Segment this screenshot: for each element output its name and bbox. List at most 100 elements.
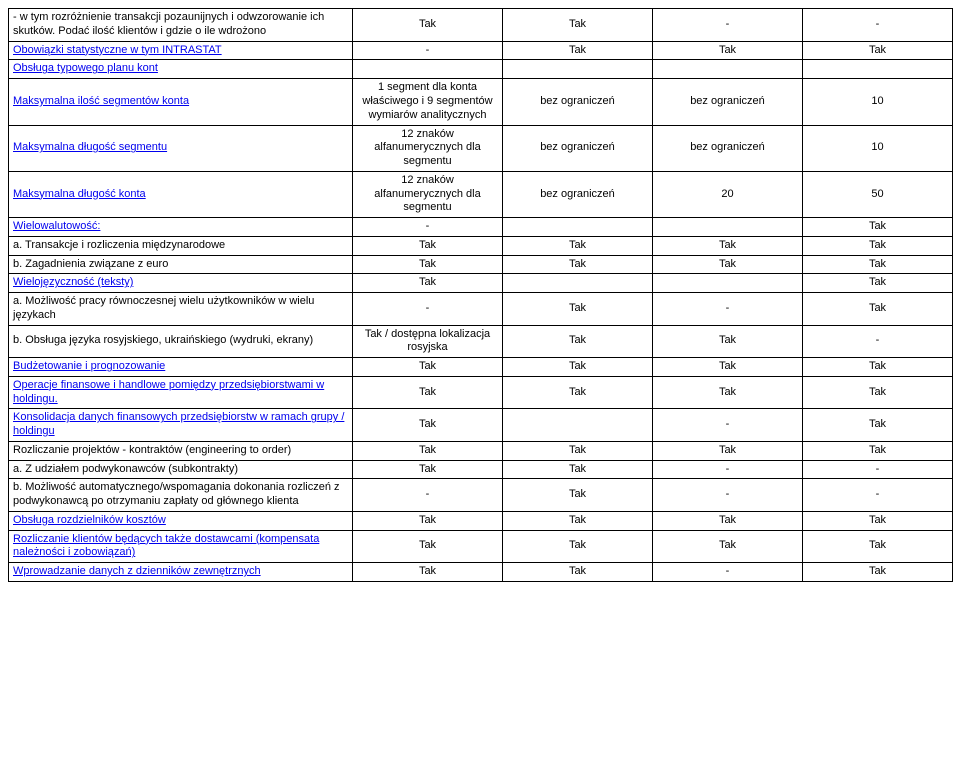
value-cell: Tak (353, 563, 503, 582)
feature-link[interactable]: Wprowadzanie danych z dzienników zewnętr… (13, 565, 261, 577)
table-row: Rozliczanie klientów będących także dost… (9, 530, 953, 563)
value-cell: - (653, 9, 803, 42)
feature-link[interactable]: Wielojęzyczność (teksty) (13, 276, 133, 288)
feature-cell: Maksymalna długość segmentu (9, 125, 353, 171)
value-cell (653, 218, 803, 237)
value-cell: Tak (803, 563, 953, 582)
table-row: a. Z udziałem podwykonawców (subkontrakt… (9, 460, 953, 479)
value-cell: Tak (503, 41, 653, 60)
value-cell: - (353, 41, 503, 60)
value-cell: bez ograniczeń (653, 125, 803, 171)
value-cell: Tak (803, 358, 953, 377)
feature-cell: Obsługa typowego planu kont (9, 60, 353, 79)
feature-cell: a. Możliwość pracy równoczesnej wielu uż… (9, 293, 353, 326)
table-row: Budżetowanie i prognozowanie Tak Tak Tak… (9, 358, 953, 377)
feature-cell: b. Zagadnienia związane z euro (9, 255, 353, 274)
value-cell: Tak (503, 511, 653, 530)
table-row: Wprowadzanie danych z dzienników zewnętr… (9, 563, 953, 582)
table-row: Wielowalutowość: - Tak (9, 218, 953, 237)
feature-cell: Maksymalna długość konta (9, 171, 353, 217)
table-row: b. Możliwość automatycznego/wspomagania … (9, 479, 953, 512)
feature-link[interactable]: Operacje finansowe i handlowe pomiędzy p… (13, 379, 324, 405)
value-cell: Tak (503, 293, 653, 326)
value-cell: bez ograniczeń (503, 79, 653, 125)
feature-link[interactable]: Rozliczanie klientów będących także dost… (13, 533, 319, 559)
table-row: Konsolidacja danych finansowych przedsię… (9, 409, 953, 442)
value-cell: Tak (803, 441, 953, 460)
value-cell: - (653, 479, 803, 512)
table-row: a. Możliwość pracy równoczesnej wielu uż… (9, 293, 953, 326)
value-cell: Tak (353, 511, 503, 530)
value-cell: Tak (503, 460, 653, 479)
value-cell: Tak (653, 255, 803, 274)
value-cell: - (353, 293, 503, 326)
feature-link[interactable]: Konsolidacja danych finansowych przedsię… (13, 411, 344, 437)
value-cell: 12 znaków alfanumerycznych dla segmentu (353, 125, 503, 171)
feature-cell: b. Obsługa języka rosyjskiego, ukraiński… (9, 325, 353, 358)
feature-cell: b. Możliwość automatycznego/wspomagania … (9, 479, 353, 512)
feature-link[interactable]: Budżetowanie i prognozowanie (13, 360, 165, 372)
feature-cell: Wprowadzanie danych z dzienników zewnętr… (9, 563, 353, 582)
feature-link[interactable]: Maksymalna długość segmentu (13, 141, 167, 153)
value-cell (503, 60, 653, 79)
value-cell: Tak (653, 41, 803, 60)
value-cell: Tak (353, 9, 503, 42)
table-row: b. Zagadnienia związane z euro Tak Tak T… (9, 255, 953, 274)
value-cell: - (653, 563, 803, 582)
feature-text: Rozliczanie projektów - kontraktów (engi… (13, 444, 291, 456)
value-cell: Tak (353, 530, 503, 563)
table-row: Obsługa rozdzielników kosztów Tak Tak Ta… (9, 511, 953, 530)
value-cell: - (353, 218, 503, 237)
value-cell (503, 274, 653, 293)
feature-cell: Maksymalna ilość segmentów konta (9, 79, 353, 125)
value-cell: Tak (803, 409, 953, 442)
comparison-table: - w tym rozróżnienie transakcji pozaunij… (8, 8, 953, 582)
value-cell: - (653, 460, 803, 479)
value-cell: 10 (803, 125, 953, 171)
table-row: Operacje finansowe i handlowe pomiędzy p… (9, 376, 953, 409)
value-cell: Tak (503, 530, 653, 563)
value-cell: Tak (353, 358, 503, 377)
feature-cell: - w tym rozróżnienie transakcji pozaunij… (9, 9, 353, 42)
table-row: a. Transakcje i rozliczenia międzynarodo… (9, 236, 953, 255)
value-cell: - (803, 9, 953, 42)
feature-cell: Budżetowanie i prognozowanie (9, 358, 353, 377)
value-cell: 1 segment dla konta właściwego i 9 segme… (353, 79, 503, 125)
value-cell: Tak (503, 325, 653, 358)
value-cell: bez ograniczeń (503, 125, 653, 171)
value-cell: Tak (803, 530, 953, 563)
value-cell: - (803, 460, 953, 479)
value-cell: Tak (503, 236, 653, 255)
value-cell: Tak (503, 376, 653, 409)
value-cell: Tak (803, 236, 953, 255)
table-row: Obsługa typowego planu kont (9, 60, 953, 79)
feature-link[interactable]: Obsługa typowego planu kont (13, 62, 158, 74)
table-row: Maksymalna długość konta 12 znaków alfan… (9, 171, 953, 217)
feature-link[interactable]: Obowiązki statystyczne w tym INTRASTAT (13, 44, 222, 56)
value-cell (353, 60, 503, 79)
value-cell: Tak (353, 376, 503, 409)
value-cell: Tak (353, 255, 503, 274)
value-cell: Tak (503, 9, 653, 42)
table-row: Obowiązki statystyczne w tym INTRASTAT -… (9, 41, 953, 60)
value-cell: Tak (803, 376, 953, 409)
feature-link[interactable]: Obsługa rozdzielników kosztów (13, 514, 166, 526)
value-cell (653, 274, 803, 293)
value-cell: Tak (353, 460, 503, 479)
value-cell: 50 (803, 171, 953, 217)
value-cell: Tak (653, 236, 803, 255)
value-cell: Tak (653, 376, 803, 409)
value-cell: Tak / dostępna lokalizacja rosyjska (353, 325, 503, 358)
value-cell: Tak (653, 530, 803, 563)
value-cell: 10 (803, 79, 953, 125)
feature-link[interactable]: Maksymalna długość konta (13, 188, 146, 200)
value-cell: Tak (653, 511, 803, 530)
feature-link[interactable]: Maksymalna ilość segmentów konta (13, 95, 189, 107)
value-cell: - (803, 479, 953, 512)
value-cell: Tak (503, 563, 653, 582)
value-cell: - (353, 479, 503, 512)
value-cell: Tak (803, 41, 953, 60)
feature-link[interactable]: Wielowalutowość: (13, 220, 100, 232)
value-cell: Tak (653, 325, 803, 358)
table-row: Wielojęzyczność (teksty) Tak Tak (9, 274, 953, 293)
